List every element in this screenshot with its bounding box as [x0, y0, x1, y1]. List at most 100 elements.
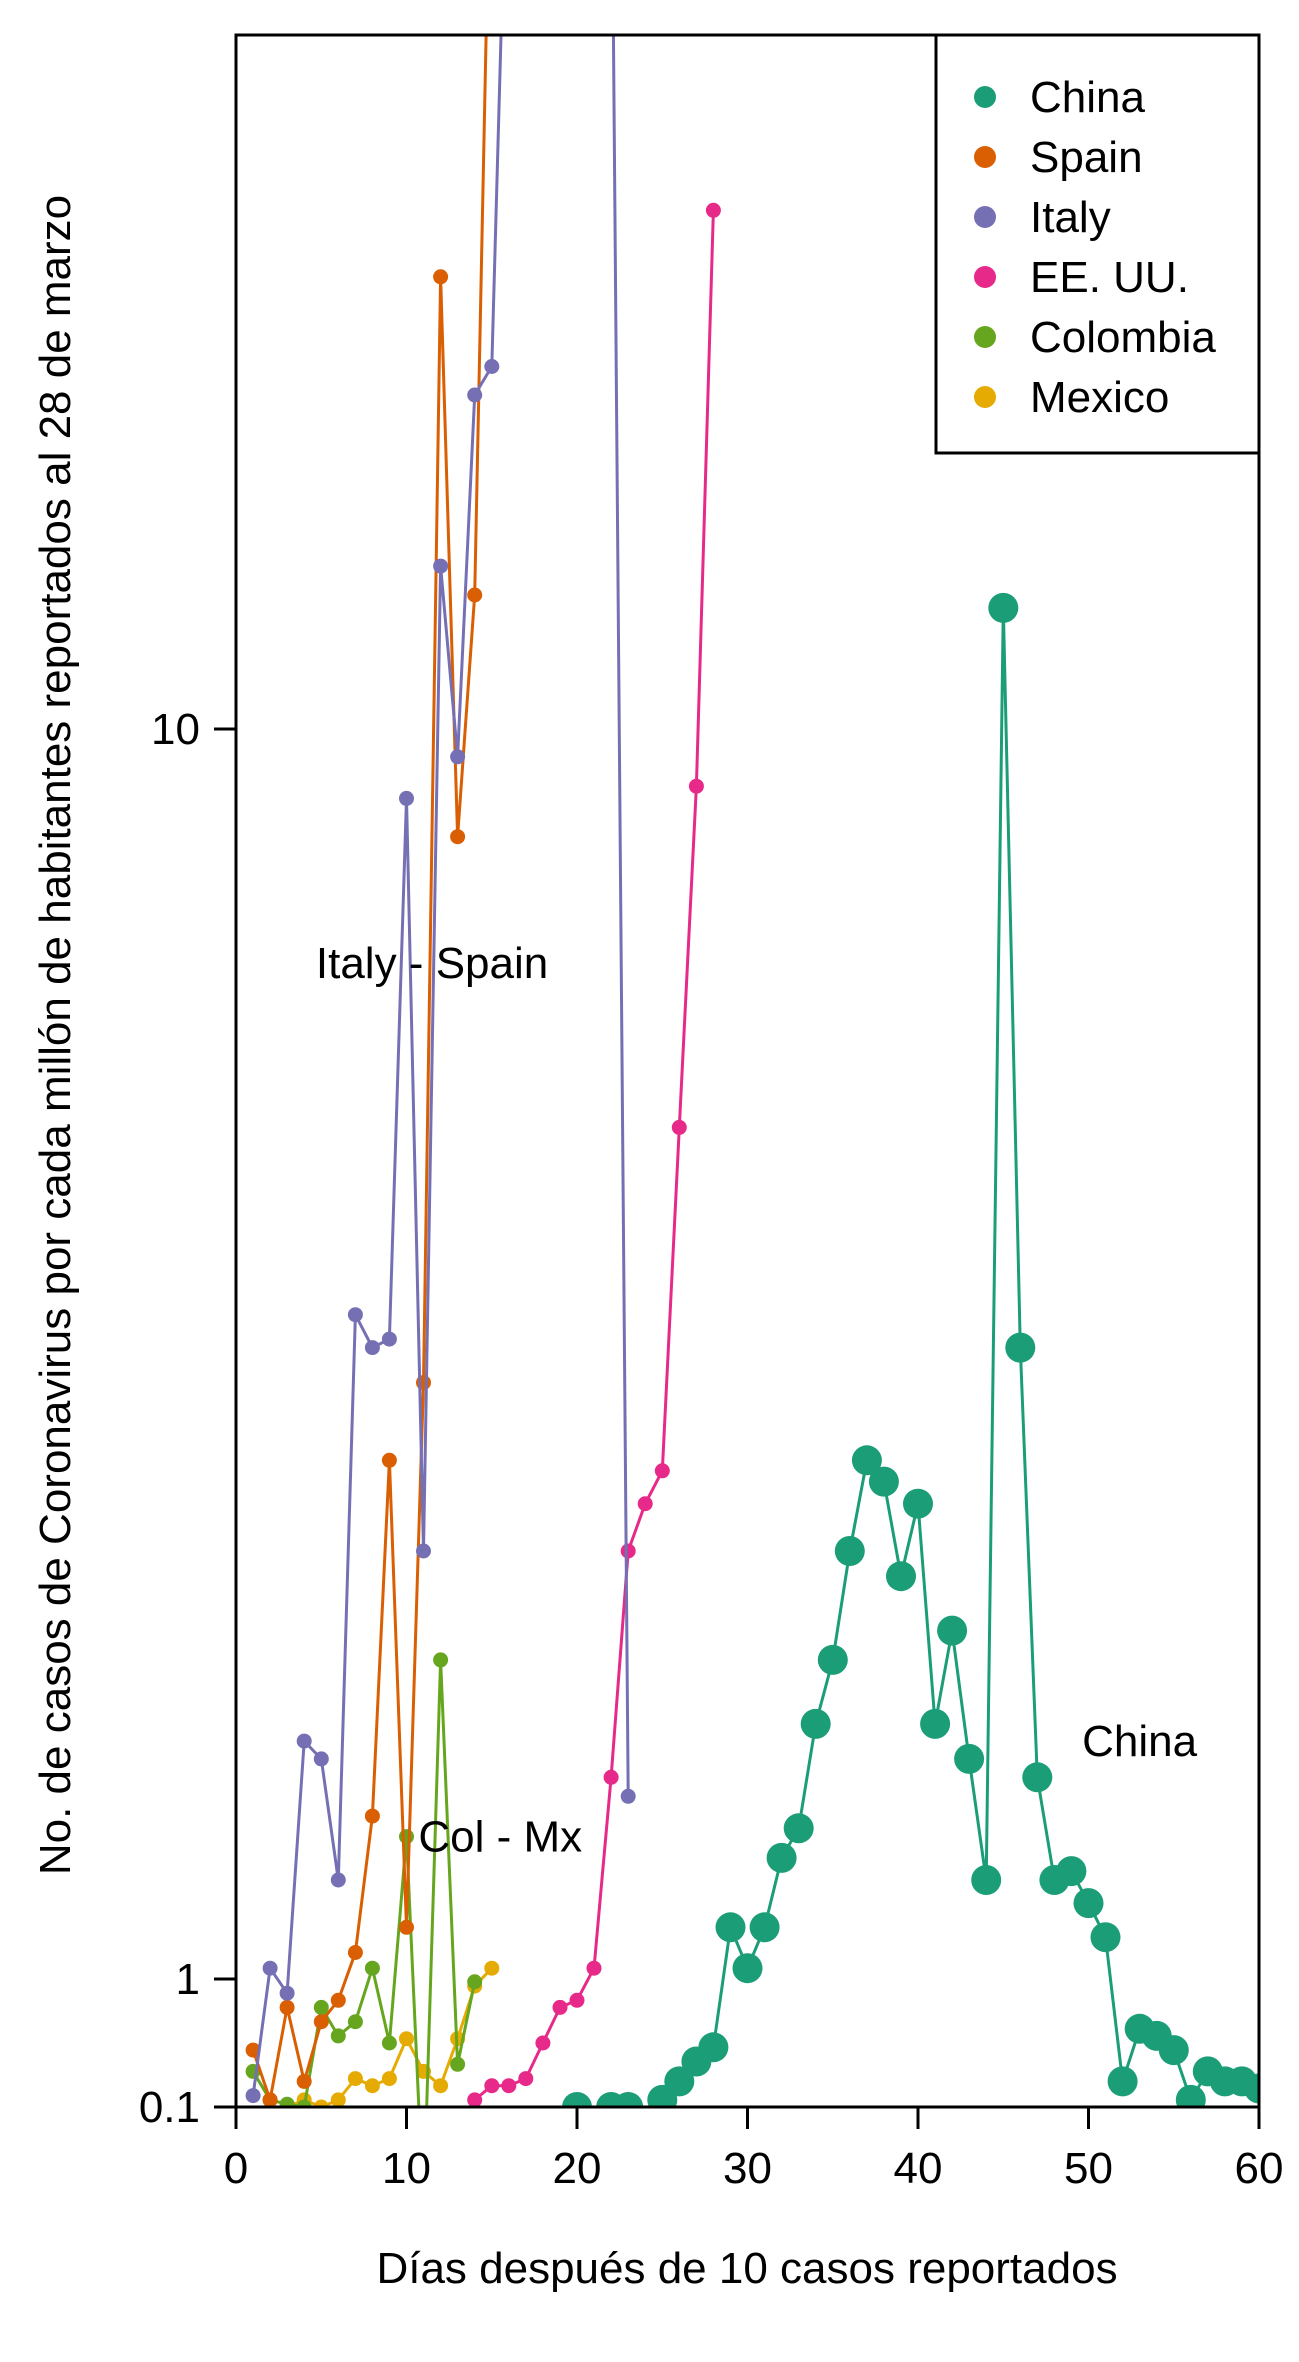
data-point-italy	[416, 1543, 431, 1559]
data-point-china	[238, 2194, 268, 2224]
data-point-china	[886, 1561, 916, 1592]
data-point-china	[511, 2194, 541, 2224]
data-point-china	[1244, 2073, 1259, 2104]
data-point-china	[851, 1445, 882, 1476]
data-point-italy	[347, 1307, 363, 1323]
data-point-spain	[467, 587, 483, 603]
data-point-ee-uu	[586, 1960, 602, 1976]
data-point-colombia	[313, 1999, 329, 2015]
data-point-spain	[245, 2042, 261, 2058]
data-point-china	[562, 2092, 592, 2107]
data-point-spain	[279, 1999, 295, 2015]
x-tick-label: 50	[1064, 2144, 1113, 2193]
data-point-china	[630, 2156, 660, 2186]
annotation-label: Italy - Spain	[316, 939, 548, 988]
series-spain	[245, 35, 488, 2107]
data-point-china	[868, 1466, 899, 1497]
data-point-italy	[279, 1985, 295, 2001]
data-point-ee-uu	[331, 2202, 346, 2217]
data-point-ee-uu	[365, 2202, 380, 2217]
data-point-china	[528, 2194, 558, 2224]
data-point-spain	[347, 1945, 363, 1960]
data-point-colombia	[347, 2014, 363, 2030]
data-point-spain	[450, 829, 466, 845]
series-line-ee-uu	[471, 210, 715, 2107]
data-point-spain	[364, 1808, 380, 1824]
data-point-mexico	[484, 1960, 500, 1976]
data-point-china	[460, 2194, 490, 2224]
data-point-china	[340, 2194, 370, 2224]
data-point-colombia	[467, 1974, 483, 1990]
x-tick-label: 60	[1235, 2144, 1284, 2193]
data-point-ee-uu	[433, 2202, 448, 2217]
data-point-china	[255, 2194, 285, 2224]
series-ee-uu	[331, 202, 721, 2217]
data-point-ee-uu	[467, 2092, 483, 2107]
data-point-china	[766, 1842, 797, 1873]
data-point-mexico	[433, 2078, 449, 2094]
x-tick-label: 10	[382, 2144, 431, 2193]
data-point-italy	[467, 387, 483, 403]
data-point-china	[971, 1865, 1002, 1895]
data-point-colombia	[399, 1829, 414, 1845]
data-point-china	[834, 1536, 865, 1566]
data-point-italy	[296, 1733, 312, 1749]
legend-label-ee-uu: EE. UU.	[1030, 253, 1189, 302]
y-tick-label: 0.1	[139, 2083, 200, 2132]
data-point-china	[374, 2194, 404, 2224]
x-axis-title: Días después de 10 casos reportados	[376, 2244, 1117, 2293]
data-point-italy	[245, 2088, 261, 2104]
data-point-ee-uu	[671, 1119, 687, 1135]
data-point-colombia	[450, 2056, 466, 2072]
legend-label-spain: Spain	[1030, 133, 1143, 182]
data-point-china	[715, 1912, 746, 1943]
data-point-italy	[330, 1872, 346, 1888]
data-point-ee-uu	[705, 202, 721, 218]
data-point-spain	[330, 1992, 346, 2008]
data-point-ee-uu	[416, 2202, 431, 2217]
data-point-ee-uu	[501, 2078, 517, 2094]
data-point-ee-uu	[603, 1769, 619, 1785]
legend: China Spain Italy EE. UU. Colombia Mexico	[934, 33, 1261, 455]
data-point-china	[698, 2032, 729, 2063]
legend-label-italy: Italy	[1030, 193, 1111, 242]
data-point-italy	[484, 359, 500, 374]
data-point-mexico	[399, 2031, 414, 2047]
data-point-italy	[399, 790, 414, 806]
series-italy	[245, 35, 636, 2104]
data-point-china	[613, 2092, 644, 2107]
data-point-china	[920, 1708, 951, 1739]
data-point-china	[903, 1488, 933, 1519]
data-point-ee-uu	[450, 2189, 465, 2204]
data-point-mexico	[381, 2071, 397, 2087]
data-point-china	[817, 1644, 848, 1675]
data-point-china	[937, 1615, 968, 1646]
data-point-china	[357, 2194, 387, 2224]
data-point-spain	[296, 2073, 312, 2089]
data-point-china	[272, 2194, 302, 2224]
data-point-colombia	[416, 2202, 431, 2217]
data-point-china	[1090, 1922, 1121, 1953]
data-point-italy	[381, 1331, 397, 1347]
data-point-china	[443, 2194, 473, 2224]
data-point-ee-uu	[484, 2078, 500, 2094]
data-point-ee-uu	[399, 2202, 414, 2217]
data-point-italy	[620, 1788, 636, 1804]
data-point-china	[494, 2194, 524, 2224]
data-point-ee-uu	[552, 1999, 568, 2015]
data-point-ee-uu	[620, 1543, 636, 1559]
data-point-mexico	[347, 2071, 363, 2087]
data-point-ee-uu	[348, 2202, 363, 2217]
data-point-china	[1073, 1888, 1104, 1919]
x-tick-label: 0	[224, 2144, 248, 2193]
data-point-china	[749, 1912, 780, 1943]
series-colombia	[245, 1652, 483, 2217]
data-point-china	[477, 2194, 507, 2224]
data-point-mexico	[364, 2078, 380, 2094]
series-line-colombia	[251, 1659, 477, 2107]
data-point-italy	[313, 1751, 329, 1767]
data-point-spain	[313, 2014, 329, 2030]
legend-marker-ee-uu	[974, 266, 996, 288]
